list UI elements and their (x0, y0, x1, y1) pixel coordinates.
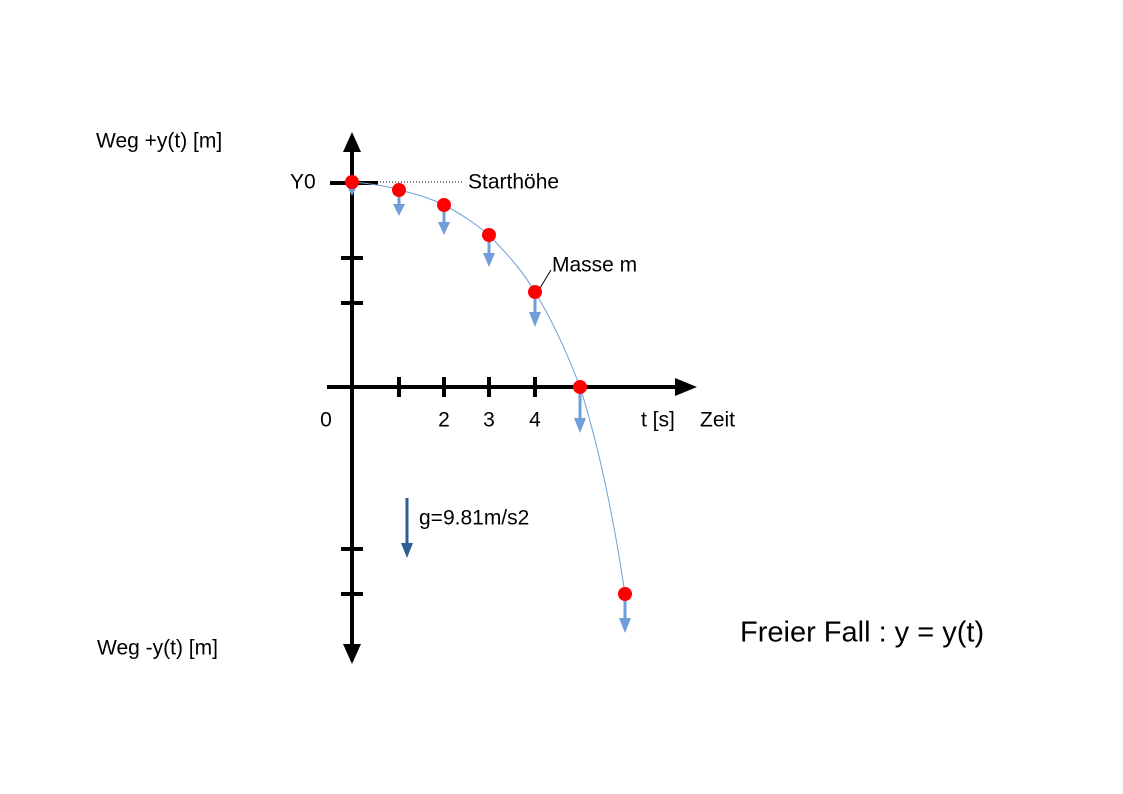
y-ticks (341, 256, 363, 596)
x-name-label: Zeit (700, 409, 735, 432)
leader-line (539, 269, 552, 289)
mass-label: Masse m (552, 254, 637, 277)
y0-label: Y0 (290, 171, 316, 194)
x-tick-label: 0 (320, 409, 332, 432)
x-tick-label: 2 (438, 409, 450, 432)
y-positive-label: Weg +y(t) [m] (96, 130, 222, 153)
axes (327, 150, 680, 648)
y-negative-label: Weg -y(t) [m] (97, 637, 218, 660)
masses (345, 175, 632, 601)
x-unit-label: t [s] (641, 409, 675, 432)
start-height-label: Starthöhe (468, 171, 559, 194)
gravity-arrowhead (401, 543, 413, 558)
x-arrow (675, 378, 697, 396)
x-tick-label: 3 (483, 409, 495, 432)
title: Freier Fall : y = y(t) (740, 617, 984, 649)
y-arrow-up (343, 132, 361, 152)
y-arrow-down (343, 644, 361, 664)
gravity-label: g=9.81m/s2 (419, 507, 529, 530)
x-ticks (397, 377, 537, 397)
x-tick-label: 4 (529, 409, 541, 432)
